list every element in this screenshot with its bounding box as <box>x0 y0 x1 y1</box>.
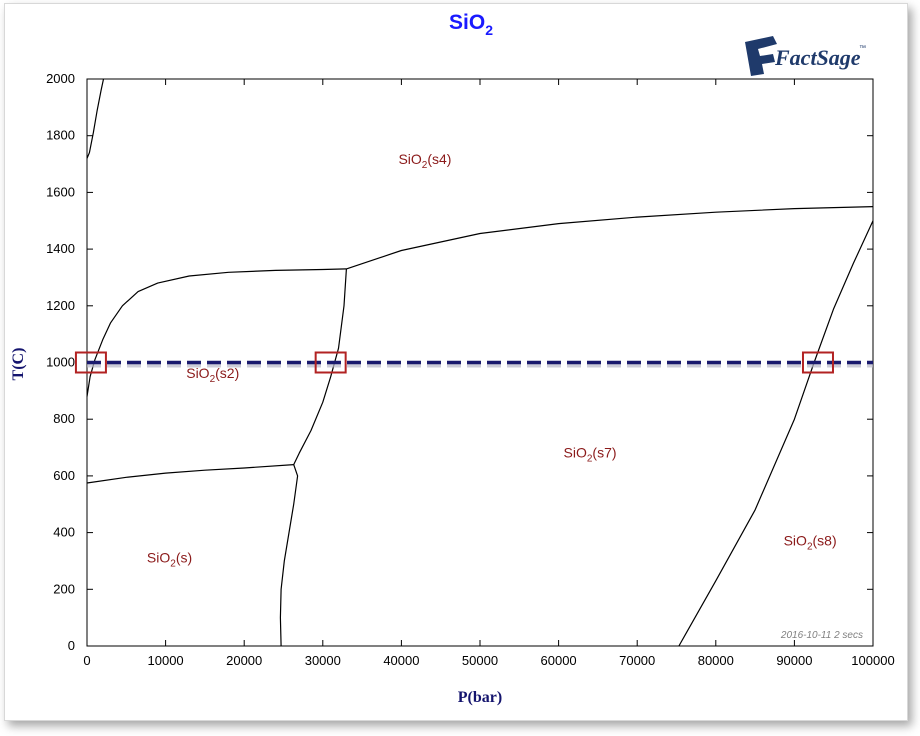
y-axis-label: T(C) <box>10 348 27 381</box>
y-tick-label: 600 <box>53 468 75 483</box>
x-tick-label: 80000 <box>698 653 734 668</box>
x-tick-label: 20000 <box>226 653 262 668</box>
x-tick-label: 40000 <box>383 653 419 668</box>
y-tick-label: 2000 <box>46 71 75 86</box>
y-tick-label: 1200 <box>46 298 75 313</box>
phase-region-label: SiO2(s2) <box>186 365 239 385</box>
timestamp-annotation: 2016-10-11 2 secs <box>780 630 863 641</box>
y-tick-label: 1400 <box>46 241 75 256</box>
x-tick-label: 100000 <box>851 653 894 668</box>
x-tick-label: 30000 <box>305 653 341 668</box>
phase-region-label: SiO2(s8) <box>784 532 837 552</box>
x-tick-label: 50000 <box>462 653 498 668</box>
x-tick-label: 60000 <box>541 653 577 668</box>
y-tick-label: 1800 <box>46 128 75 143</box>
y-tick-label: 200 <box>53 581 75 596</box>
highlight-box <box>801 351 834 374</box>
x-tick-label: 10000 <box>148 653 184 668</box>
highlight-box <box>314 351 347 374</box>
phase-boundary-line <box>279 464 299 647</box>
factsage-logo-text: FactSage <box>774 45 861 70</box>
phase-boundary-line <box>86 268 347 397</box>
y-tick-label: 1600 <box>46 184 75 199</box>
x-tick-label: 0 <box>83 653 90 668</box>
phase-region-label: SiO2(s4) <box>398 151 451 171</box>
factsage-logo-mark <box>745 36 777 76</box>
y-tick-label: 800 <box>53 411 75 426</box>
y-tick-label: 400 <box>53 525 75 540</box>
phase-boundary-line <box>293 268 347 465</box>
y-tick-label: 1000 <box>46 355 75 370</box>
y-tick-label: 0 <box>68 638 75 653</box>
x-tick-label: 90000 <box>776 653 812 668</box>
phase-boundary-line <box>678 220 874 647</box>
phase-boundary-line <box>346 206 874 270</box>
chart-title: SiO2 <box>449 11 493 38</box>
highlight-box <box>74 351 107 374</box>
phase-boundary-line <box>86 78 105 159</box>
phase-diagram-chart: SiO2 FactSage ™ T(C) P(bar) 0 10000 20000 3… <box>10 11 895 706</box>
phase-region-label: SiO2(s7) <box>564 444 617 464</box>
phase-boundary-line <box>86 464 294 484</box>
x-tick-label: 70000 <box>619 653 655 668</box>
x-axis-label: P(bar) <box>458 689 502 706</box>
factsage-logo: FactSage ™ <box>745 36 866 76</box>
phase-region-label: SiO2(s) <box>147 549 192 569</box>
chart-frame: SiO2 FactSage ™ T(C) P(bar) 0 10000 20000 3… <box>4 3 908 721</box>
factsage-logo-tm: ™ <box>859 45 866 52</box>
